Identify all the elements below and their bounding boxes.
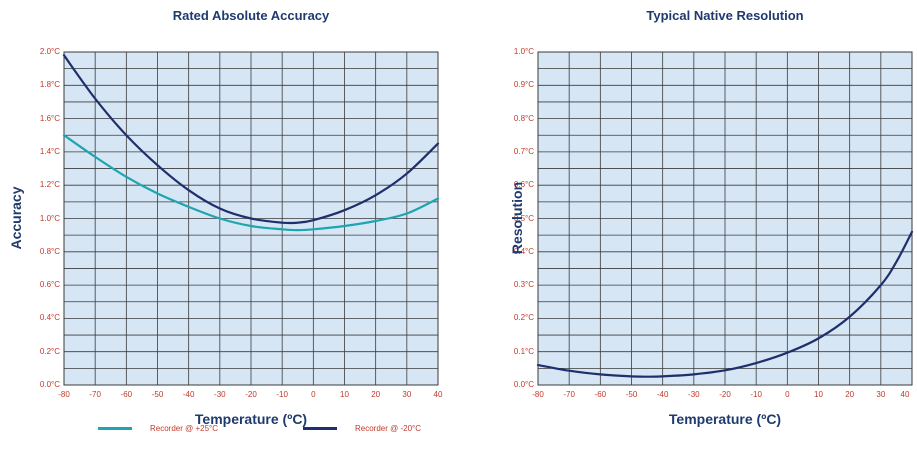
- x-tick-label: -60: [120, 390, 133, 399]
- y-tick-label: 0.0°C: [39, 380, 60, 389]
- y-tick-label: 0.5°C: [513, 213, 534, 223]
- y-tick-label: 2.0°C: [39, 47, 60, 56]
- series-line-accuracy-1: [62, 54, 440, 225]
- y-tick-label: 0.2°C: [39, 346, 60, 356]
- x-tick-label: -80: [58, 390, 70, 399]
- x-tick-label: -70: [89, 390, 101, 399]
- x-tick-label: -10: [750, 390, 762, 399]
- x-tick-label: -70: [563, 390, 575, 399]
- x-axis-title-resolution: Temperature (ºC): [668, 411, 782, 427]
- y-tick-label: 1.4°C: [39, 146, 60, 156]
- x-tick-label: 0: [311, 390, 316, 399]
- legend-swatch-cold: [303, 427, 337, 430]
- legend-item-warm: Recorder @ +25°C: [98, 424, 218, 433]
- chart-title-resolution: Typical Native Resolution: [646, 8, 804, 23]
- x-tick-label: 20: [845, 390, 855, 399]
- x-tick-label: 30: [402, 390, 412, 399]
- y-tick-label: 0.9°C: [513, 80, 534, 90]
- y-axis-title-resolution: Resolution: [509, 181, 525, 255]
- legend-swatch-warm: [98, 427, 132, 430]
- plot-frame-accuracy: [63, 51, 439, 386]
- y-tick-label: 0.4°C: [513, 246, 534, 256]
- x-tick-label: -20: [245, 390, 257, 399]
- x-tick-label: 40: [433, 390, 443, 399]
- legend-label-cold: Recorder @ -20°C: [355, 424, 422, 433]
- series-line-accuracy-0: [62, 134, 440, 232]
- x-tick-label: -50: [151, 390, 164, 399]
- x-tick-label: -60: [594, 390, 607, 399]
- y-tick-label: 0.6°C: [39, 280, 60, 290]
- chart-title-accuracy: Rated Absolute Accuracy: [172, 8, 330, 23]
- legend-item-cold: Recorder @ -20°C: [303, 424, 421, 433]
- y-tick-label: 0.1°C: [513, 346, 534, 356]
- y-tick-label: 1.8°C: [39, 80, 60, 90]
- x-tick-label: -30: [688, 390, 700, 399]
- legend-label-warm: Recorder @ +25°C: [150, 424, 219, 433]
- series-line-resolution-0: [536, 230, 914, 378]
- y-tick-label: 1.0°C: [513, 47, 534, 56]
- x-tick-label: -20: [719, 390, 731, 399]
- y-tick-label: 0.0°C: [513, 380, 534, 389]
- x-tick-label: 10: [814, 390, 823, 399]
- x-tick-label: -80: [532, 390, 544, 399]
- y-tick-label: 0.7°C: [513, 146, 534, 156]
- y-tick-label: 0.3°C: [513, 280, 534, 290]
- x-tick-label: 40: [900, 390, 910, 399]
- x-tick-label: -30: [214, 390, 226, 399]
- x-tick-label: -40: [182, 390, 195, 399]
- x-tick-label: 30: [876, 390, 886, 399]
- y-tick-label: 0.8°C: [513, 113, 534, 123]
- y-tick-label: 0.2°C: [513, 313, 534, 323]
- y-tick-label: 0.6°C: [513, 180, 534, 190]
- x-tick-label: -10: [276, 390, 288, 399]
- y-tick-label: 1.6°C: [39, 113, 60, 123]
- x-tick-label: -40: [656, 390, 669, 399]
- x-tick-label: -50: [625, 390, 638, 399]
- x-tick-label: 20: [371, 390, 381, 399]
- y-tick-label: 0.8°C: [39, 246, 60, 256]
- x-axis-title-accuracy: Temperature (ºC): [194, 411, 308, 427]
- x-tick-label: 10: [340, 390, 349, 399]
- plot-frame-resolution: [537, 51, 913, 386]
- y-axis-title-accuracy: Accuracy: [8, 186, 24, 250]
- y-tick-label: 0.4°C: [39, 313, 60, 323]
- x-tick-label: 0: [785, 390, 790, 399]
- y-tick-label: 1.0°C: [39, 213, 60, 223]
- y-tick-label: 1.2°C: [39, 180, 60, 190]
